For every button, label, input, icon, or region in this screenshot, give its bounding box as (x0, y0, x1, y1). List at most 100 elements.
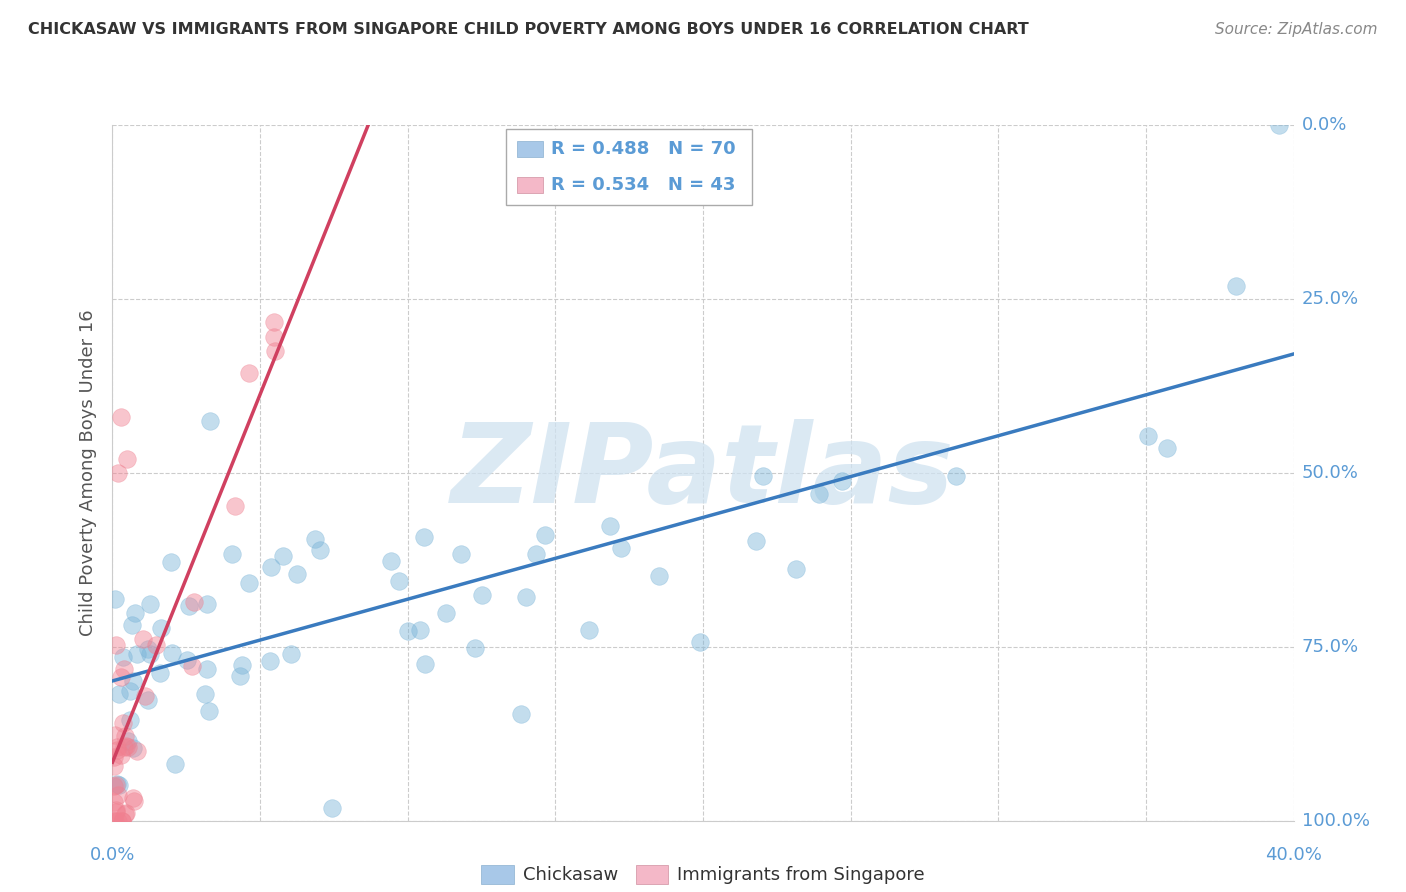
Point (112, 663, 135, 677)
Point (231, 658, 253, 673)
Point (238, 576, 260, 591)
Point (388, 574, 411, 589)
Point (117, 451, 138, 466)
Point (122, 794, 145, 808)
Point (510, 706, 533, 721)
Point (107, 739, 129, 754)
Point (105, 777, 128, 791)
Point (104, 591, 127, 606)
Point (1225, 279, 1247, 293)
Point (264, 344, 287, 359)
Point (195, 597, 218, 611)
Point (471, 588, 494, 602)
Point (198, 704, 221, 718)
Point (197, 662, 219, 676)
Point (434, 607, 457, 621)
Point (285, 567, 308, 582)
Point (112, 649, 135, 664)
Point (179, 599, 201, 613)
Point (149, 621, 172, 635)
Point (165, 756, 187, 771)
Point (280, 648, 302, 662)
Point (122, 741, 145, 756)
Point (176, 653, 198, 667)
Point (111, 814, 134, 828)
Point (271, 549, 294, 563)
Point (450, 547, 472, 561)
Point (321, 801, 343, 815)
Point (127, 648, 149, 662)
Point (160, 555, 183, 569)
Point (108, 687, 131, 701)
Point (464, 640, 486, 655)
Point (118, 713, 141, 727)
Point (221, 548, 243, 562)
Text: 0.0%: 0.0% (1302, 116, 1347, 134)
Point (114, 729, 136, 743)
Point (260, 559, 283, 574)
Point (103, 814, 125, 828)
Point (107, 788, 129, 802)
Point (534, 528, 557, 542)
Point (689, 635, 711, 649)
Point (1268, 118, 1291, 132)
Point (945, 469, 967, 483)
Point (121, 790, 143, 805)
Point (107, 778, 129, 792)
Point (112, 716, 135, 731)
Point (831, 474, 853, 488)
Point (127, 744, 149, 758)
Point (412, 530, 434, 544)
Text: CHICKASAW VS IMMIGRANTS FROM SINGAPORE CHILD POVERTY AMONG BOYS UNDER 16 CORRELA: CHICKASAW VS IMMIGRANTS FROM SINGAPORE C… (28, 22, 1029, 37)
Point (200, 414, 222, 428)
Point (181, 659, 204, 673)
Text: 50.0%: 50.0% (1302, 464, 1358, 482)
Point (117, 734, 139, 748)
Point (263, 315, 285, 329)
Point (149, 666, 172, 681)
Text: 75.0%: 75.0% (1302, 638, 1360, 656)
Point (228, 669, 250, 683)
Y-axis label: Child Poverty Among Boys Under 16: Child Poverty Among Boys Under 16 (79, 310, 97, 636)
Point (807, 487, 830, 501)
Point (599, 519, 621, 533)
Point (122, 674, 145, 689)
Point (194, 687, 217, 701)
Point (110, 814, 132, 828)
Point (110, 747, 132, 762)
Point (124, 606, 146, 620)
Point (103, 749, 125, 764)
Point (117, 739, 139, 754)
Point (112, 739, 135, 754)
Point (107, 466, 129, 480)
Point (785, 562, 807, 576)
Text: R = 0.488   N = 70: R = 0.488 N = 70 (551, 140, 735, 158)
Point (103, 759, 125, 773)
Point (115, 739, 138, 753)
Point (110, 670, 132, 684)
Point (409, 623, 432, 637)
Text: 25.0%: 25.0% (1302, 290, 1360, 308)
Point (238, 366, 260, 380)
Text: 100.0%: 100.0% (1302, 812, 1369, 830)
Point (259, 654, 281, 668)
Point (224, 499, 246, 513)
Point (104, 778, 127, 792)
Point (105, 743, 128, 757)
Point (309, 542, 332, 557)
Point (105, 638, 128, 652)
Point (104, 728, 127, 742)
Text: Source: ZipAtlas.com: Source: ZipAtlas.com (1215, 22, 1378, 37)
Point (751, 468, 773, 483)
Point (104, 805, 127, 819)
Point (134, 689, 156, 703)
Point (648, 569, 671, 583)
Point (304, 533, 326, 547)
Point (104, 803, 127, 817)
Point (136, 692, 159, 706)
Point (139, 597, 162, 611)
Point (115, 805, 138, 820)
Point (263, 330, 285, 344)
Point (1136, 429, 1159, 443)
Point (145, 638, 167, 652)
